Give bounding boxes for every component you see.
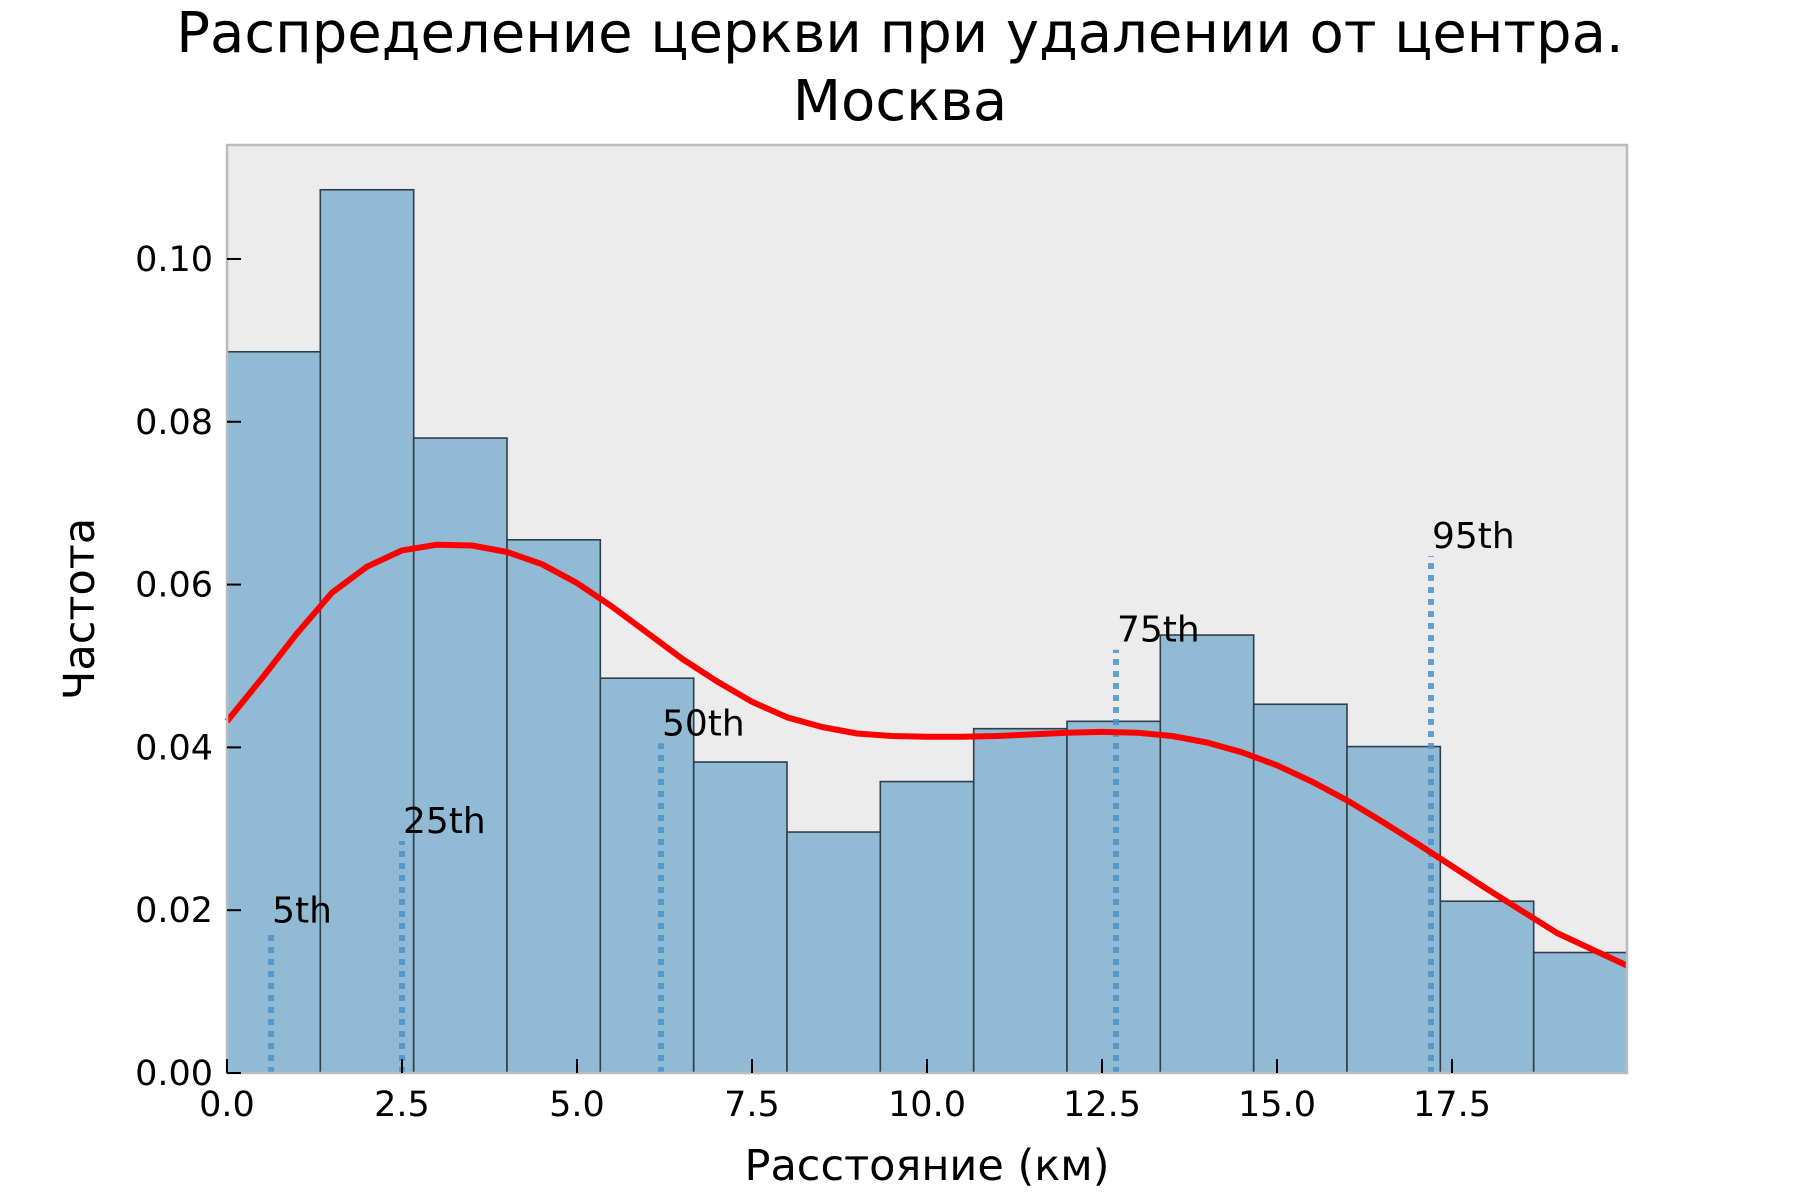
percentile-markers: 5th 25th 50th 75th 95th	[268, 516, 1515, 1073]
x-tick-label: 0.0	[199, 1085, 255, 1125]
y-tick-label: 0.06	[135, 566, 213, 606]
x-tick-label: 10.0	[888, 1085, 966, 1125]
histogram-bar	[879, 780, 975, 1074]
histogram-bar	[1159, 634, 1255, 1074]
x-axis-ticks: 0.0 2.5 5.0 7.5 10.0 12.5 15.0 17.5	[199, 1059, 1491, 1125]
x-axis-label: Расстояние (км)	[745, 1141, 1110, 1191]
percentile-label: 95th	[1432, 516, 1515, 557]
histogram-bar	[786, 831, 882, 1074]
histogram-bar	[972, 727, 1068, 1074]
y-tick-label: 0.10	[135, 240, 213, 280]
histogram-bar	[1439, 900, 1535, 1074]
x-tick-label: 15.0	[1238, 1085, 1316, 1125]
percentile-label: 75th	[1117, 610, 1200, 651]
histogram-bar	[506, 539, 602, 1074]
x-tick-label: 2.5	[374, 1085, 430, 1125]
x-tick-label: 12.5	[1063, 1085, 1141, 1125]
y-tick-label: 0.08	[135, 403, 213, 443]
kde-curve	[224, 541, 1629, 969]
histogram-bar	[319, 188, 415, 1074]
percentile-label: 25th	[403, 801, 486, 842]
histogram-bar	[412, 437, 508, 1074]
y-tick-label: 0.00	[135, 1054, 213, 1094]
x-tick-label: 7.5	[724, 1085, 780, 1125]
histogram-bar	[1346, 745, 1442, 1074]
histogram-bar	[692, 761, 788, 1074]
y-tick-label: 0.02	[135, 891, 213, 931]
chart-title: Распределение церкви при удалении от цен…	[176, 1, 1624, 134]
x-tick-label: 5.0	[549, 1085, 605, 1125]
y-tick-label: 0.04	[135, 728, 213, 768]
y-axis-label: Частота	[55, 518, 105, 700]
histogram-bar	[1252, 703, 1348, 1074]
histogram-bar	[1532, 951, 1628, 1074]
x-tick-label: 17.5	[1413, 1085, 1491, 1125]
y-axis-ticks: 0.00 0.02 0.04 0.06 0.08 0.10	[135, 240, 241, 1094]
percentile-label: 5th	[272, 891, 332, 932]
percentile-label: 50th	[662, 703, 745, 744]
histogram-bars	[226, 188, 1628, 1074]
